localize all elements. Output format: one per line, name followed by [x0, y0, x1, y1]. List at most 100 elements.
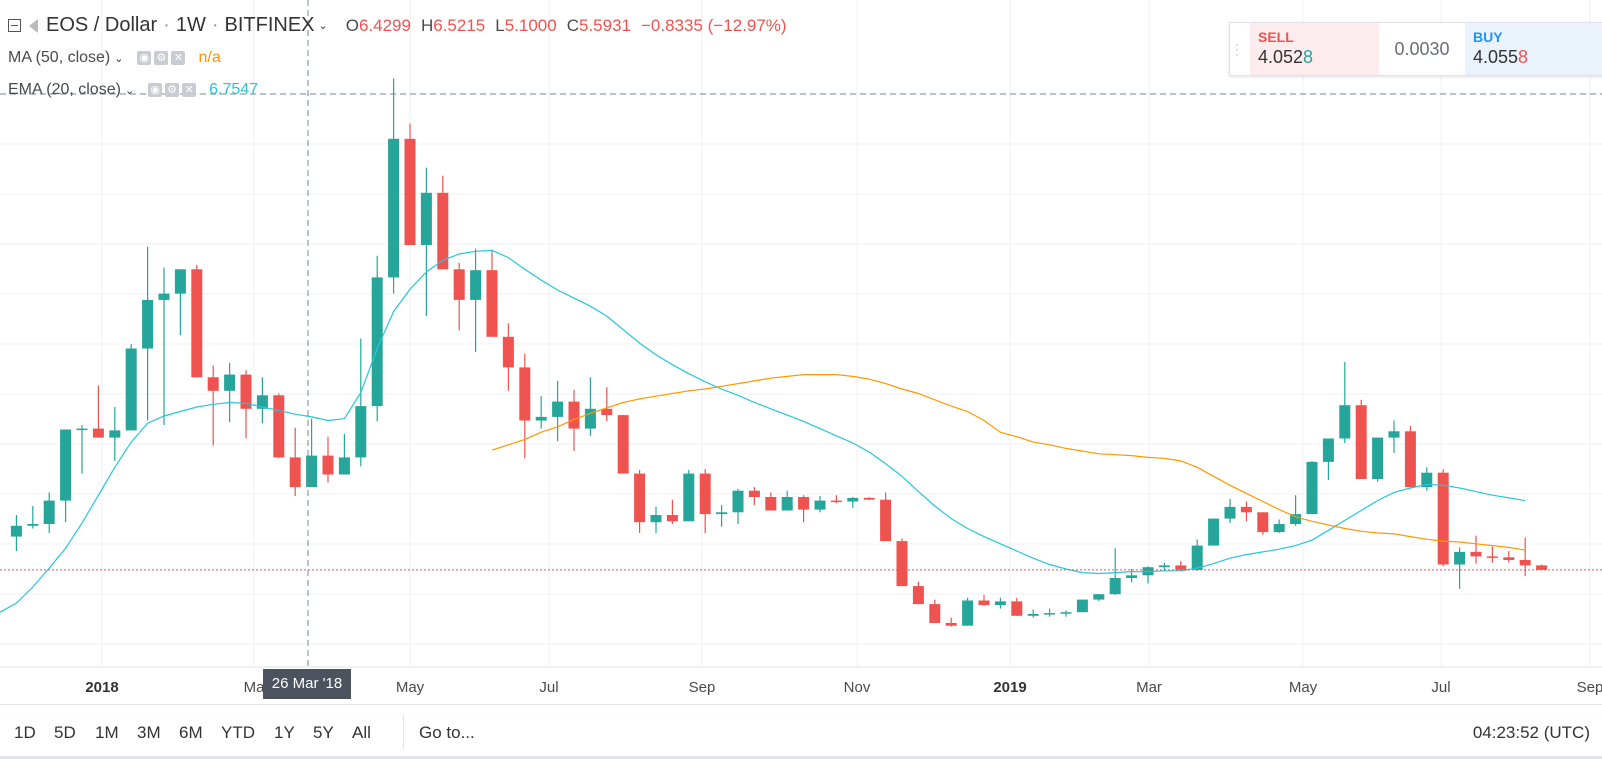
x-axis-label: May — [1288, 679, 1318, 696]
buy-label: BUY — [1473, 29, 1503, 45]
chart-grid — [0, 0, 1602, 667]
candle-body — [765, 497, 777, 511]
candle-body — [896, 541, 908, 587]
candle-body — [962, 600, 974, 626]
candle-body — [666, 515, 678, 522]
range-button-1m[interactable]: 1M — [95, 723, 119, 742]
candle-body — [420, 192, 432, 245]
candle-body — [10, 525, 22, 537]
chevron-down-icon[interactable]: ⌄ — [318, 20, 328, 32]
candle-body — [830, 500, 842, 503]
ema-line — [0, 249, 1526, 613]
close-icon[interactable]: ✕ — [171, 51, 186, 65]
gear-icon[interactable]: ⚙ — [154, 51, 169, 65]
goto-button[interactable]: Go to... — [419, 723, 475, 742]
buy-price: 4.0558 — [1473, 47, 1595, 68]
candle-body — [535, 416, 547, 421]
candle-body — [1421, 472, 1433, 488]
ema-indicator-name[interactable]: EMA (20, close) — [8, 81, 121, 98]
candle-body — [142, 299, 154, 349]
candle-body — [76, 428, 88, 431]
ohlc-high-label: H — [420, 15, 434, 35]
sell-price-main: 4.052 — [1258, 47, 1304, 67]
x-axis-label: Jul — [539, 679, 559, 696]
legend-separator: · — [163, 14, 170, 36]
candle-body — [1257, 512, 1269, 533]
candle-body — [601, 408, 613, 416]
symbol-name[interactable]: EOS / Dollar — [46, 14, 158, 36]
toolbar-divider — [403, 715, 404, 749]
range-button-ytd[interactable]: YTD — [221, 723, 255, 742]
ma-indicator-value: n/a — [198, 49, 221, 66]
range-button-1y[interactable]: 1Y — [274, 723, 295, 742]
candle-body — [1503, 557, 1515, 560]
candle-body — [125, 348, 137, 431]
exchange-label[interactable]: BITFINEX — [224, 14, 315, 36]
candle-body — [732, 490, 744, 513]
candle-body — [338, 457, 350, 475]
candle-body — [1437, 472, 1449, 565]
candle-body — [1208, 518, 1220, 546]
ma-legend: MA (50, close) ⌄ ◉ ⚙ ✕ n/a — [8, 49, 221, 67]
ohlc-close-label: C — [566, 15, 579, 35]
utc-clock[interactable]: 04:23:52 (UTC) — [1472, 723, 1590, 742]
candle-body — [945, 623, 957, 626]
range-button-6m[interactable]: 6M — [179, 723, 203, 742]
bottom-toolbar: 1D 5D 1M 3M 6M YTD 1Y 5Y All Go to... 04… — [0, 704, 1602, 759]
eye-icon[interactable]: ◉ — [137, 51, 152, 65]
candle-body — [1191, 545, 1203, 570]
buy-button[interactable]: BUY 4.0558 — [1465, 23, 1602, 75]
sell-button[interactable]: SELL 4.0528 — [1250, 23, 1379, 75]
buy-price-last-digit: 8 — [1518, 47, 1529, 67]
ohlc-change-value: −0.8335 (−12.97%) — [641, 15, 787, 35]
range-button-all[interactable]: All — [352, 723, 371, 742]
gear-icon[interactable]: ⚙ — [165, 83, 180, 97]
eye-icon[interactable]: ◉ — [148, 83, 163, 97]
candles-group — [10, 78, 1548, 627]
range-button-5y[interactable]: 5Y — [313, 723, 334, 742]
candle-body — [158, 293, 170, 300]
candle-body — [1388, 431, 1400, 438]
symbol-flag-icon — [29, 18, 38, 33]
ma-line — [491, 374, 1526, 551]
ma-indicator-name[interactable]: MA (50, close) — [8, 49, 111, 66]
candle-body — [174, 269, 186, 294]
candle-body — [1175, 565, 1187, 570]
candle-body — [1339, 405, 1351, 439]
range-button-1d[interactable]: 1D — [14, 723, 36, 742]
candle-body — [1372, 437, 1384, 479]
candle-body — [322, 455, 334, 475]
chevron-down-icon[interactable]: ⌄ — [124, 84, 135, 97]
candle-body — [912, 586, 924, 605]
candle-body — [519, 367, 531, 421]
candle-body — [437, 192, 449, 270]
candle-body — [371, 277, 383, 407]
candle-body — [1536, 565, 1548, 570]
candle-body — [1355, 405, 1367, 479]
interval-label[interactable]: 1W — [175, 14, 206, 36]
candle-body — [929, 604, 941, 623]
drag-handle-icon[interactable]: ⋮⋮ — [1230, 41, 1258, 57]
range-button-3m[interactable]: 3M — [137, 723, 161, 742]
symbol-legend: EOS / Dollar · 1W · BITFINEX ⌄ O 6.4299 H… — [8, 14, 787, 37]
candle-body — [27, 524, 39, 526]
candle-body — [1454, 551, 1466, 565]
sell-label: SELL — [1258, 29, 1294, 45]
legend-separator: · — [211, 14, 219, 36]
ema-indicator-value: 6.7547 — [209, 81, 259, 98]
candle-body — [1404, 431, 1416, 488]
candle-body — [43, 500, 55, 524]
candle-body — [1126, 575, 1138, 578]
x-axis-label: Mar — [1136, 679, 1162, 696]
collapse-legend-icon[interactable] — [8, 19, 21, 32]
candle-body — [1519, 560, 1531, 566]
sell-price: 4.0528 — [1258, 47, 1371, 68]
buy-price-main: 4.055 — [1473, 47, 1519, 67]
chevron-down-icon[interactable]: ⌄ — [114, 52, 124, 65]
range-button-5d[interactable]: 5D — [54, 723, 76, 742]
candle-body — [847, 497, 859, 502]
close-icon[interactable]: ✕ — [182, 83, 197, 97]
candle-body — [60, 429, 72, 501]
candle-body — [1044, 613, 1056, 615]
price-chart[interactable] — [0, 0, 1602, 704]
